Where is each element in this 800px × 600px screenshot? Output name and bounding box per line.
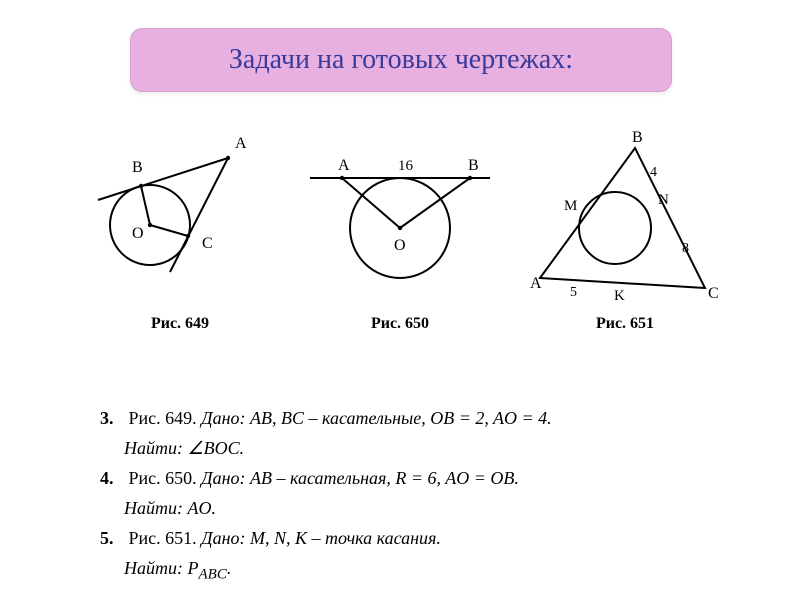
figures-row: A B C O Рис. 649 A B 16 O Рис. 650 — [80, 130, 720, 370]
label-a-650: A — [338, 157, 350, 174]
figure-651: A B C M N K 4 8 5 Рис. 651 — [520, 130, 730, 333]
label-o-649: O — [132, 225, 144, 242]
dot-a-650 — [340, 176, 344, 180]
label-k-651: K — [614, 288, 625, 304]
title-box: Задачи на готовых чертежах: — [130, 28, 672, 92]
problem-4-ref: Рис. 650. — [129, 468, 197, 488]
problem-3-line1: 3. Рис. 649. Дано: AB, BC – касательные,… — [100, 405, 720, 431]
label-o-650: O — [394, 237, 406, 254]
page-title: Задачи на готовых чертежах: — [229, 44, 573, 76]
figure-649: A B C O Рис. 649 — [80, 130, 280, 333]
circle-651 — [579, 192, 651, 264]
problem-4-find-label: Найти: — [124, 498, 183, 518]
line-ob-649 — [141, 186, 150, 225]
figure-651-svg: A B C M N K 4 8 5 — [520, 130, 730, 310]
figure-650: A B 16 O Рис. 650 — [300, 130, 500, 333]
figure-649-svg: A B C O — [80, 130, 280, 310]
caption-650: Рис. 650 — [300, 315, 500, 333]
label-a-651: A — [530, 275, 542, 292]
figure-650-svg: A B 16 O — [300, 130, 500, 310]
problem-3-num: 3. — [100, 405, 124, 431]
label-b-651: B — [632, 129, 643, 146]
problem-5-num: 5. — [100, 525, 124, 551]
problem-4-given: AB – касательная, R = 6, AO = OB. — [250, 468, 519, 488]
problem-5-find-label: Найти: — [124, 558, 183, 578]
caption-649: Рис. 649 — [80, 315, 280, 333]
dot-a-649 — [226, 156, 230, 160]
problem-5-ref: Рис. 651. — [129, 528, 197, 548]
dot-o-650 — [398, 226, 402, 230]
dot-o-649 — [148, 223, 152, 227]
label-b-650: B — [468, 157, 479, 174]
problem-3-find: ∠BOC. — [188, 438, 245, 458]
label-b-649: B — [132, 159, 143, 176]
problems-block: 3. Рис. 649. Дано: AB, BC – касательные,… — [100, 405, 720, 591]
line-ob-650 — [400, 178, 470, 228]
line-ac-649 — [170, 158, 228, 272]
label-c-649: C — [202, 235, 213, 252]
problem-5-given-label: Дано: — [201, 528, 245, 548]
line-oc-649 — [150, 225, 188, 236]
problem-3-given-label: Дано: — [201, 408, 245, 428]
label-16-650: 16 — [398, 158, 414, 174]
label-8-651: 8 — [682, 241, 689, 256]
problem-3-find-label: Найти: — [124, 438, 183, 458]
problem-4-given-label: Дано: — [201, 468, 245, 488]
problem-5-given: M, N, K – точка касания. — [250, 528, 441, 548]
label-a-649: A — [235, 135, 247, 152]
problem-5-find: PABC. — [188, 558, 232, 578]
problem-3-line2: Найти: ∠BOC. — [100, 435, 720, 461]
label-m-651: M — [564, 198, 577, 214]
problem-4-find: AO. — [188, 498, 217, 518]
problem-3-given: AB, BC – касательные, OB = 2, AO = 4. — [250, 408, 552, 428]
problem-4-num: 4. — [100, 465, 124, 491]
problem-3-ref: Рис. 649. — [129, 408, 197, 428]
dot-b-650 — [468, 176, 472, 180]
dot-b-649 — [139, 184, 143, 188]
problem-4-line2: Найти: AO. — [100, 495, 720, 521]
label-n-651: N — [658, 192, 669, 208]
label-c-651: C — [708, 285, 719, 302]
triangle-651 — [540, 148, 705, 288]
problem-5-line1: 5. Рис. 651. Дано: M, N, K – точка касан… — [100, 525, 720, 551]
line-ab-649 — [98, 158, 228, 200]
label-4-651: 4 — [650, 165, 657, 180]
caption-651: Рис. 651 — [520, 315, 730, 333]
problem-5-line2: Найти: PABC. — [100, 555, 720, 586]
problem-4-line1: 4. Рис. 650. Дано: AB – касательная, R =… — [100, 465, 720, 491]
label-5-651: 5 — [570, 285, 577, 300]
dot-c-649 — [186, 234, 190, 238]
